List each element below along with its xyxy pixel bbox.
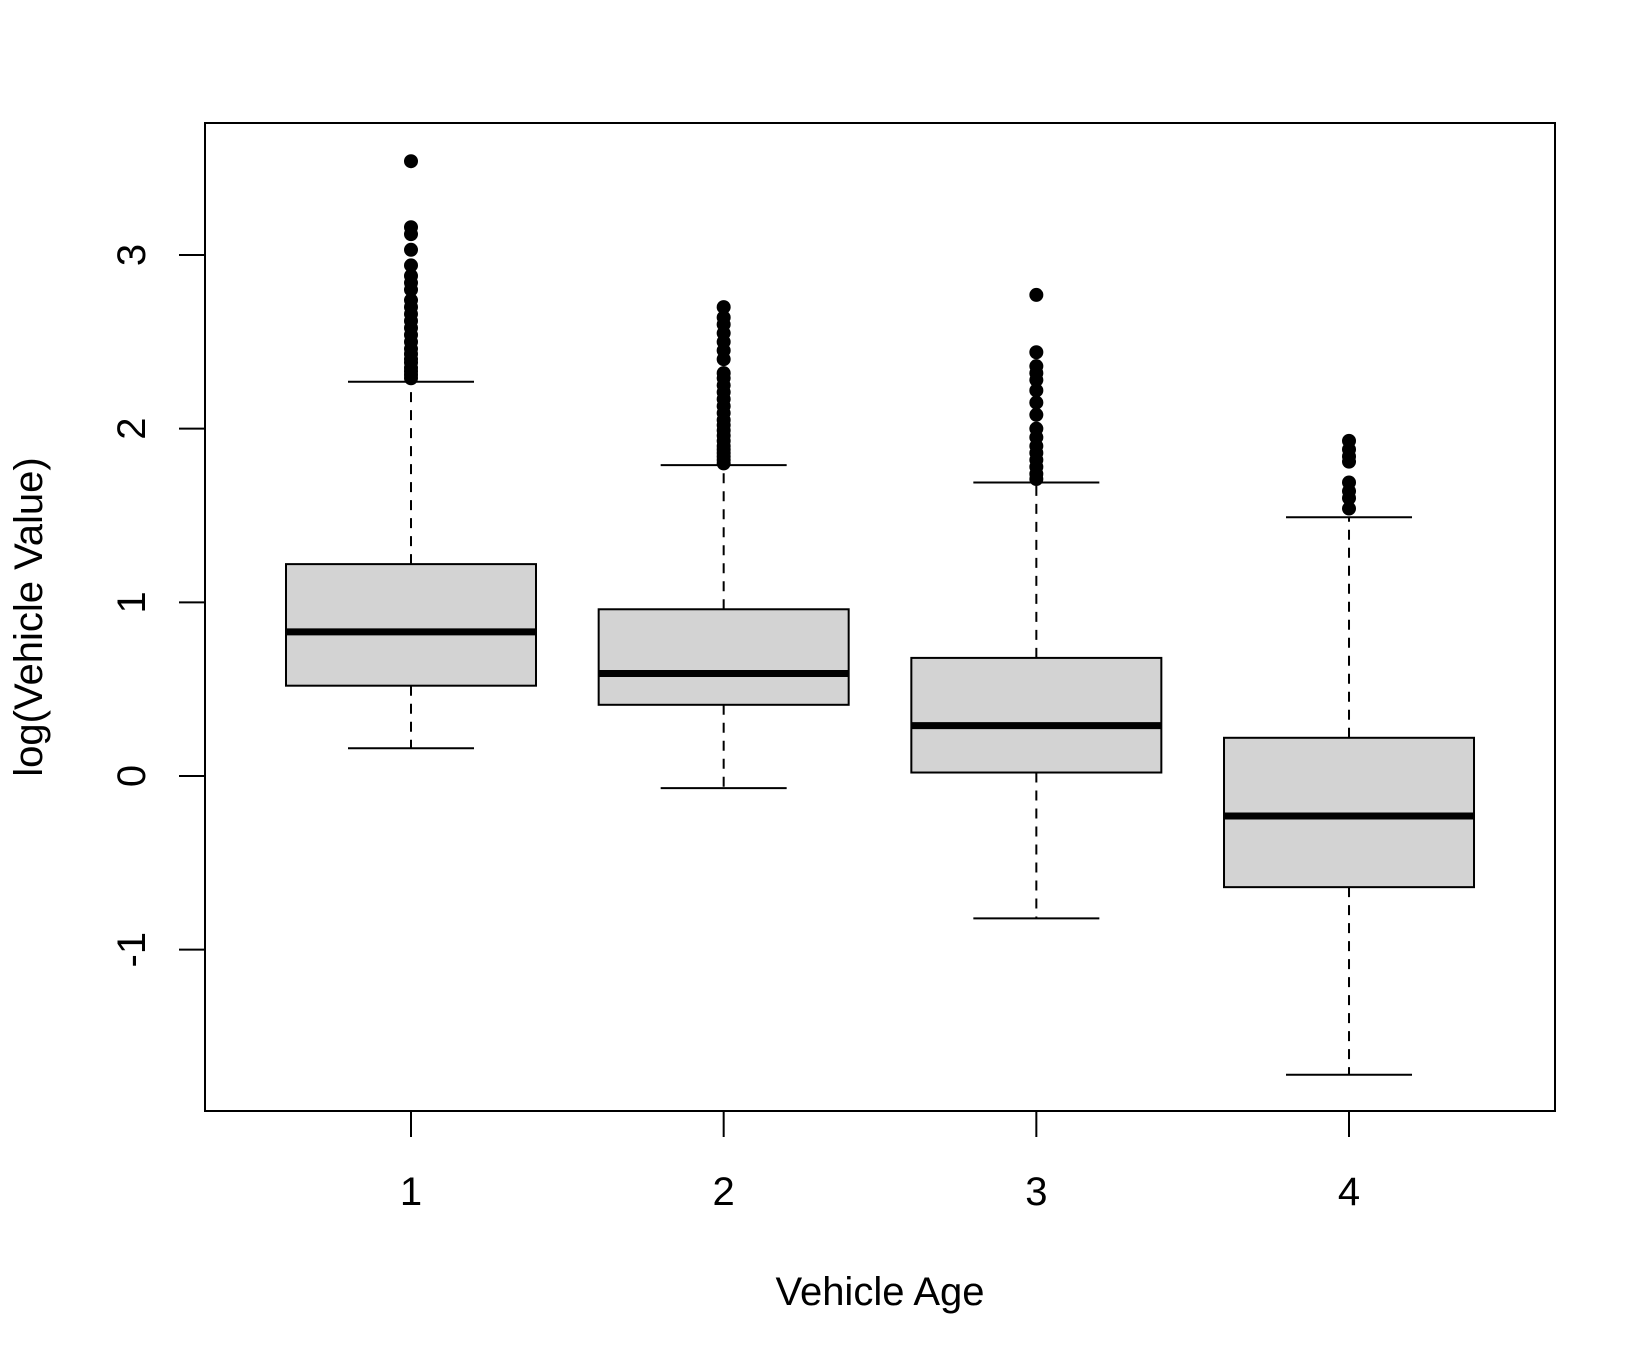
box-iqr bbox=[285, 563, 537, 687]
axes-layer: 1 2 3 4 -1 0 1 2 3 bbox=[110, 244, 1360, 1214]
outlier-point bbox=[404, 154, 418, 169]
x-tick-label: 2 bbox=[713, 1170, 735, 1214]
box-group-4 bbox=[1223, 433, 1476, 1076]
y-tick-label: 1 bbox=[110, 591, 154, 613]
y-tick-label: 3 bbox=[110, 244, 154, 266]
box-group-3 bbox=[910, 287, 1163, 920]
boxes-layer bbox=[285, 154, 1476, 1076]
x-axis-label: Vehicle Age bbox=[775, 1270, 984, 1314]
y-tick-label: 2 bbox=[110, 418, 154, 440]
outlier-point bbox=[1342, 475, 1357, 490]
outlier-point bbox=[716, 310, 731, 325]
outlier-point bbox=[1029, 287, 1044, 302]
x-tick-label: 1 bbox=[400, 1170, 422, 1214]
x-tick-label: 4 bbox=[1338, 1170, 1360, 1214]
outlier-point bbox=[404, 242, 418, 257]
outlier-point bbox=[404, 293, 418, 308]
outlier-point bbox=[1342, 433, 1357, 448]
outlier-point bbox=[1029, 421, 1044, 436]
outlier-point bbox=[1029, 407, 1044, 422]
outlier-point bbox=[404, 258, 418, 273]
outlier-point bbox=[1029, 383, 1044, 398]
box-group-1 bbox=[285, 154, 537, 750]
outlier-point bbox=[716, 300, 731, 315]
y-axis-label: log(Vehicle Value) bbox=[7, 457, 51, 776]
outlier-point bbox=[1029, 395, 1044, 410]
outlier-point bbox=[1342, 501, 1357, 516]
x-tick-label: 3 bbox=[1025, 1170, 1047, 1214]
plot-frame bbox=[204, 122, 1556, 1112]
outlier-point bbox=[404, 268, 418, 283]
box-iqr bbox=[910, 656, 1163, 774]
outlier-point bbox=[404, 220, 418, 235]
outlier-point bbox=[1029, 359, 1044, 374]
box-group-2 bbox=[597, 300, 850, 790]
box-iqr bbox=[597, 608, 850, 706]
outlier-point bbox=[716, 366, 731, 381]
outlier-point bbox=[1029, 345, 1044, 360]
y-tick-label: 0 bbox=[110, 765, 154, 787]
y-tick-label: -1 bbox=[110, 932, 154, 968]
